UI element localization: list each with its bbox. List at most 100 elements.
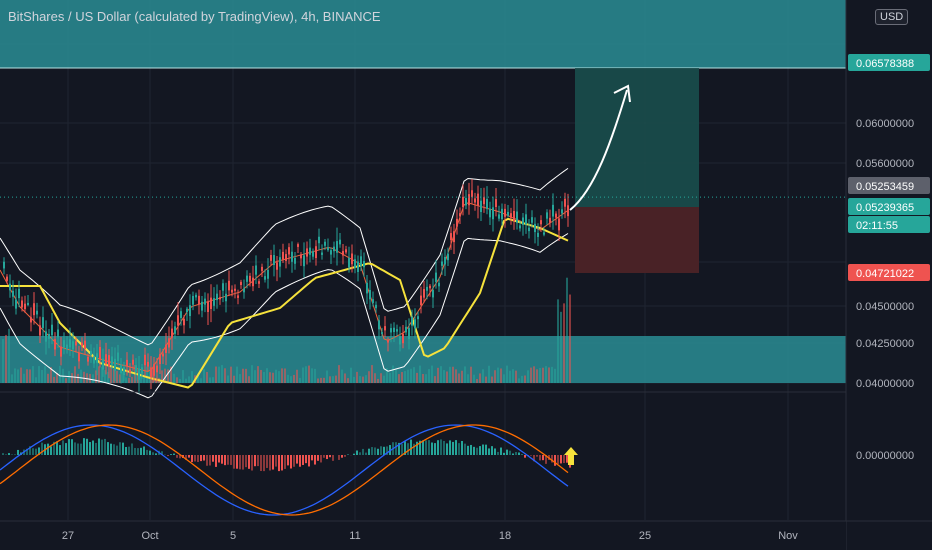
volume-bar [179, 378, 181, 383]
macd-histogram-bar [365, 452, 367, 455]
candle-body [507, 211, 509, 216]
candle-body [282, 251, 284, 260]
candle-body [462, 196, 464, 208]
volume-bar [83, 371, 85, 383]
candle-body [243, 288, 245, 293]
macd-histogram-bar [80, 443, 82, 455]
volume-bar [212, 377, 214, 383]
candle-body [273, 255, 275, 265]
candle-body [360, 256, 362, 266]
volume-bar [113, 369, 115, 383]
volume-bar [53, 376, 55, 383]
candle-body [543, 232, 545, 235]
macd-histogram-bar [137, 448, 139, 455]
macd-histogram-bar [233, 455, 235, 469]
candle-body [222, 283, 224, 291]
macd-histogram-bar [449, 440, 451, 455]
candle-body [522, 217, 524, 225]
macd-histogram-bar [386, 446, 388, 455]
macd-histogram-bar [293, 455, 295, 467]
candle-body [354, 259, 356, 268]
volume-bar [374, 373, 376, 383]
macd-histogram-bar [359, 452, 361, 455]
macd-histogram-bar [161, 451, 163, 455]
volume-bar [383, 375, 385, 383]
candle-body [213, 298, 215, 306]
candle-body [498, 214, 500, 219]
macd-histogram-bar [491, 446, 493, 455]
candle-body [402, 333, 404, 344]
candle-body [438, 282, 440, 287]
candle-body [219, 297, 221, 300]
macd-histogram-bar [218, 455, 220, 463]
volume-bar [188, 376, 190, 383]
price-label-bg [848, 54, 930, 71]
candle-body [420, 295, 422, 305]
macd-histogram-bar [89, 442, 91, 455]
volume-bar [131, 376, 133, 383]
macd-histogram-bar [47, 443, 49, 455]
volume-bar [491, 376, 493, 383]
volume-bar [503, 374, 505, 383]
candle-body [186, 308, 188, 312]
target-box [575, 68, 699, 207]
volume-bar [122, 367, 124, 383]
volume-bar [380, 373, 382, 383]
volume-bar [539, 367, 541, 383]
candle-body [324, 241, 326, 246]
candle-body [369, 289, 371, 300]
candle-body [453, 231, 455, 243]
macd-histogram-bar [545, 455, 547, 464]
volume-bar [56, 373, 58, 383]
volume-bar [317, 378, 319, 383]
volume-bar [14, 368, 16, 383]
candle-body [444, 256, 446, 265]
macd-histogram-bar [71, 439, 73, 455]
candle-body [552, 204, 554, 217]
candle-body [15, 299, 17, 309]
macd-histogram-bar [65, 443, 67, 455]
candle-body [180, 311, 182, 318]
volume-bar [548, 367, 550, 383]
macd-histogram-bar [566, 455, 568, 463]
candle-body [231, 289, 233, 293]
price-label-bg [848, 216, 930, 233]
candle-body [84, 340, 86, 350]
volume-bar [245, 368, 247, 383]
candle-body [201, 301, 203, 311]
candle-body [129, 369, 131, 373]
macd-histogram-bar [221, 455, 223, 464]
candle-body [285, 254, 287, 261]
price-label: 0.06578388 [856, 58, 914, 70]
macd-histogram-bar [296, 455, 298, 464]
candle-body [375, 304, 377, 309]
candle-body [558, 218, 560, 231]
price-label-bg [848, 264, 930, 281]
volume-bar [11, 374, 13, 383]
volume-bar [221, 365, 223, 383]
candle-body [33, 303, 35, 316]
volume-bar [305, 366, 307, 383]
candle-body [348, 258, 350, 268]
macd-histogram-bar [377, 448, 379, 455]
candle-body [405, 326, 407, 333]
candle-body [168, 338, 170, 348]
macd-histogram-bar [521, 454, 523, 455]
candle-body [336, 241, 338, 253]
macd-histogram-bar [116, 445, 118, 455]
candle-body [549, 217, 551, 223]
volume-bar [518, 378, 520, 383]
volume-bar [257, 366, 259, 383]
volume-bar [332, 376, 334, 383]
currency-button[interactable]: USD [875, 9, 909, 25]
candle-body [396, 329, 398, 332]
volume-bar [530, 367, 532, 383]
volume-bar [449, 366, 451, 383]
volume-bar [338, 365, 340, 383]
macd-histogram-bar [518, 452, 520, 455]
volume-bar [440, 366, 442, 383]
forecast-arrowhead [613, 84, 631, 103]
macd-histogram-bar [299, 455, 301, 467]
candle-body [183, 318, 185, 326]
